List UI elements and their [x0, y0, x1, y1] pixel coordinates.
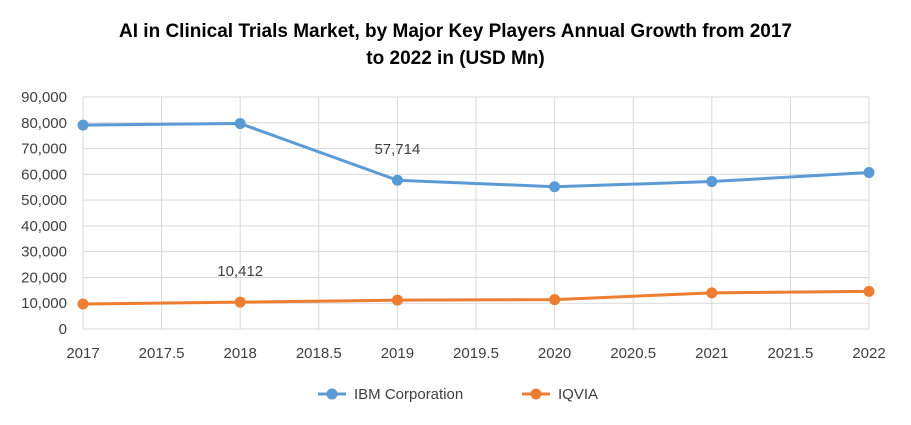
data-point	[77, 119, 89, 131]
legend-marker	[530, 388, 542, 400]
x-tick-label: 2022	[852, 345, 885, 362]
chart-title-line1: AI in Clinical Trials Market, by Major K…	[119, 21, 792, 42]
data-point	[706, 176, 718, 188]
data-point	[863, 167, 875, 179]
chart-title-line2: to 2022 in (USD Mn)	[366, 48, 545, 69]
x-tick-label: 2019	[381, 345, 414, 362]
data-point	[234, 296, 246, 308]
data-point	[77, 298, 89, 310]
y-tick-label: 20,000	[21, 269, 67, 286]
y-tick-label: 0	[59, 321, 67, 338]
data-point	[391, 294, 403, 306]
y-tick-label: 40,000	[21, 218, 67, 235]
x-tick-label: 2020.5	[610, 345, 656, 362]
legend-label: IBM Corporation	[354, 386, 463, 403]
x-tick-label: 2021.5	[767, 345, 813, 362]
data-point	[863, 285, 875, 297]
data-label: 10,412	[217, 263, 263, 280]
chart-title: AI in Clinical Trials Market, by Major K…	[0, 18, 911, 72]
x-tick-label: 2018	[224, 345, 257, 362]
data-point	[706, 287, 718, 299]
y-tick-label: 70,000	[21, 141, 67, 158]
x-tick-label: 2017.5	[139, 345, 185, 362]
series-line-1	[82, 289, 870, 306]
y-tick-label: 50,000	[21, 192, 67, 209]
data-label: 57,714	[374, 141, 420, 158]
x-tick-label: 2017	[66, 345, 99, 362]
x-tick-label: 2020	[538, 345, 571, 362]
y-tick-label: 80,000	[21, 115, 67, 132]
data-point	[234, 118, 246, 130]
data-point	[549, 181, 561, 193]
data-point	[391, 174, 403, 186]
series-line-0	[82, 122, 870, 189]
y-tick-label: 60,000	[21, 166, 67, 183]
y-tick-label: 10,000	[21, 295, 67, 312]
y-tick-label: 90,000	[21, 89, 67, 106]
data-point	[549, 294, 561, 306]
x-tick-label: 2018.5	[296, 345, 342, 362]
x-tick-label: 2019.5	[453, 345, 499, 362]
legend-marker	[326, 388, 338, 400]
legend-label: IQVIA	[558, 386, 598, 403]
y-tick-label: 30,000	[21, 244, 67, 261]
x-tick-label: 2021	[695, 345, 728, 362]
